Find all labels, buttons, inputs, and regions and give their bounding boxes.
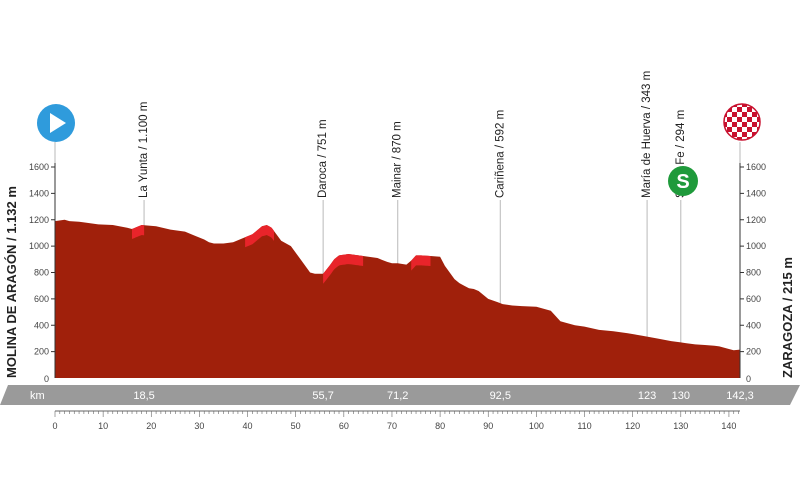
km-marker-label: 18,5 xyxy=(133,390,154,402)
finish-flag-square xyxy=(724,122,727,127)
x-tick-label: 60 xyxy=(339,421,349,431)
y-tick-label-left: 400 xyxy=(34,320,49,330)
finish-flag-square xyxy=(732,132,737,137)
km-marker-label: 142,3 xyxy=(726,390,754,402)
x-tick-label: 0 xyxy=(52,421,57,431)
finish-flag-icon xyxy=(723,103,761,141)
place-label: La Yunta / 1.100 m xyxy=(138,102,150,198)
y-tick-label-left: 800 xyxy=(34,268,49,278)
y-tick-label-left: 600 xyxy=(34,294,49,304)
y-tick-label-left: 1400 xyxy=(29,188,49,198)
finish-flag-square xyxy=(724,132,727,137)
finish-flag-square xyxy=(727,117,732,122)
start-location-label: MOLINA DE ARAGÓN / 1.132 m xyxy=(4,186,19,378)
finish-flag-square xyxy=(724,104,727,107)
y-tick-label-right: 1400 xyxy=(746,188,766,198)
x-tick-label: 50 xyxy=(291,421,301,431)
finish-flag-square xyxy=(757,107,760,112)
finish-flag-square xyxy=(742,112,747,117)
y-tick-label-right: 0 xyxy=(746,374,751,384)
y-tick-label-right: 1600 xyxy=(746,162,766,172)
finish-flag-square xyxy=(752,104,757,107)
finish-flag-square xyxy=(747,117,752,122)
x-tick-label: 110 xyxy=(577,421,591,431)
km-bar-label: km xyxy=(30,390,45,402)
finish-flag-square xyxy=(742,122,747,127)
x-tick-label: 70 xyxy=(387,421,397,431)
y-tick-label-right: 200 xyxy=(746,347,761,357)
km-marker-label: 71,2 xyxy=(387,390,408,402)
finish-flag-square xyxy=(737,137,742,140)
finish-flag-square xyxy=(757,117,760,122)
finish-flag-square xyxy=(747,127,752,132)
finish-flag-square xyxy=(737,107,742,112)
km-bar-band xyxy=(0,385,800,405)
y-axis-right: 0 200 400 600 800 1000 1200 1400 1600 xyxy=(739,162,766,384)
y-tick-label-left: 1200 xyxy=(29,215,49,225)
place-label: María de Huerva / 343 m xyxy=(641,71,653,198)
km-marker-label: 92,5 xyxy=(490,390,511,402)
place-label: Mainar / 870 m xyxy=(392,121,404,198)
climb-segment xyxy=(245,225,274,248)
finish-flag-square xyxy=(742,104,747,107)
finish-flag-ring xyxy=(723,103,761,141)
km-marker-label: 130 xyxy=(672,390,690,402)
y-tick-label-left: 0 xyxy=(44,374,49,384)
sprint-badge-icon: S xyxy=(668,166,698,196)
x-tick-label: 130 xyxy=(673,421,688,431)
y-tick-label-right: 1200 xyxy=(746,215,766,225)
x-tick-label: 120 xyxy=(625,421,640,431)
finish-flag-checks xyxy=(724,104,760,140)
finish-flag-square xyxy=(732,112,737,117)
x-tick-label: 90 xyxy=(483,421,493,431)
km-marker-label: 123 xyxy=(638,390,656,402)
x-axis: 0 10 20 30 40 50 60 70 80 90 100 110 120 130 140 xyxy=(52,410,740,431)
y-tick-label-left: 1600 xyxy=(29,162,49,172)
elevation-profile xyxy=(55,219,740,378)
place-label: Cariñena / 592 m xyxy=(494,110,506,198)
x-tick-label: 20 xyxy=(146,421,156,431)
x-tick-label: 140 xyxy=(721,421,736,431)
y-tick-label-right: 400 xyxy=(746,320,761,330)
start-play-icon xyxy=(37,104,75,142)
y-tick-label-right: 600 xyxy=(746,294,761,304)
sprint-badge-letter: S xyxy=(676,171,689,193)
x-tick-label: 80 xyxy=(435,421,445,431)
x-tick-label: 100 xyxy=(529,421,544,431)
climb-segment xyxy=(323,254,364,284)
finish-flag-square xyxy=(727,127,732,132)
finish-flag-square xyxy=(737,127,742,132)
km-bar: km 18,5 55,7 71,2 92,5 123 130 142,3 xyxy=(0,385,800,405)
y-tick-label-left: 1000 xyxy=(29,241,49,251)
finish-flag-square xyxy=(757,137,760,140)
finish-flag-square xyxy=(732,122,737,127)
finish-flag-square xyxy=(742,132,747,137)
y-tick-label-left: 200 xyxy=(34,347,49,357)
km-marker-label: 55,7 xyxy=(312,390,333,402)
finish-flag-square xyxy=(752,112,757,117)
climb-segment xyxy=(132,225,145,239)
finish-location-label: ZARAGOZA / 215 m xyxy=(780,257,795,378)
y-tick-label-right: 800 xyxy=(746,268,761,278)
x-tick-label: 10 xyxy=(98,421,108,431)
finish-flag-square xyxy=(727,137,732,140)
y-tick-label-right: 1000 xyxy=(746,241,766,251)
place-labels: La Yunta / 1.100 m Daroca / 751 m Mainar /… xyxy=(138,71,687,198)
finish-flag-square xyxy=(752,122,757,127)
finish-flag-square xyxy=(747,107,752,112)
profile-area xyxy=(55,219,740,378)
x-tick-label: 40 xyxy=(243,421,253,431)
x-tick-label: 30 xyxy=(194,421,204,431)
place-label: Daroca / 751 m xyxy=(317,119,329,198)
y-axis-left: 0 200 400 600 800 1000 1200 1400 1600 xyxy=(29,162,56,384)
climb-segment xyxy=(411,255,431,271)
finish-flag-square xyxy=(737,117,742,122)
